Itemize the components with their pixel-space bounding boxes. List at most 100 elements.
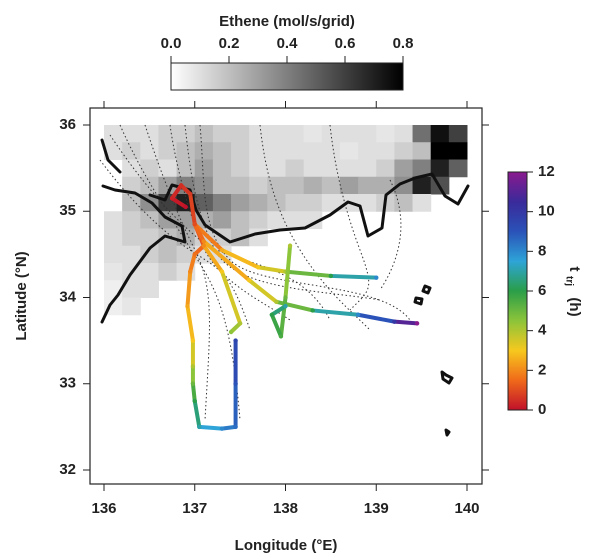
- emission-cell: [104, 142, 123, 160]
- y-tick-label: 32: [59, 461, 76, 478]
- emission-cell: [267, 194, 286, 212]
- track-point: [278, 334, 284, 339]
- emission-cell: [176, 228, 196, 247]
- emission-cell: [104, 228, 123, 247]
- trajectory: [144, 124, 210, 421]
- emission-cell: [321, 176, 341, 195]
- track-point: [328, 273, 334, 279]
- track-point: [190, 381, 196, 386]
- island: [413, 284, 454, 437]
- track-segment: [197, 424, 224, 431]
- emission-cell: [231, 211, 250, 229]
- emission-cell: [158, 263, 178, 281]
- track-segment: [247, 278, 279, 304]
- emission-cell: [285, 142, 305, 160]
- emission-cell: [448, 159, 468, 178]
- emission-cell: [339, 125, 359, 143]
- emission-cell: [212, 142, 232, 160]
- emission-cell: [321, 159, 341, 178]
- track-segment: [170, 196, 188, 209]
- track-point: [228, 329, 234, 335]
- track-segment: [274, 299, 315, 313]
- track-point: [274, 299, 279, 305]
- emission-cell: [249, 142, 268, 160]
- emission-cell: [122, 194, 141, 212]
- track-segment: [356, 312, 397, 324]
- emission-cell: [249, 176, 268, 195]
- emission-cell: [212, 125, 232, 143]
- emission-cell: [104, 263, 123, 281]
- emission-cell: [430, 142, 450, 160]
- x-axis-label: Longitude (°E): [235, 537, 338, 554]
- track-point: [355, 312, 361, 317]
- emission-cell: [231, 125, 250, 143]
- x-tick-label: 136: [91, 500, 116, 517]
- track-point: [247, 278, 252, 283]
- emission-cell: [267, 176, 286, 195]
- track-point: [283, 295, 288, 300]
- emission-cell: [104, 125, 123, 143]
- colorbar-tick-label: 0.6: [335, 35, 356, 52]
- emission-cell: [122, 125, 141, 143]
- emission-cell: [358, 142, 377, 160]
- track-segment: [201, 239, 252, 283]
- track-segment: [185, 269, 193, 309]
- trajectory: [379, 179, 402, 291]
- emission-cell: [122, 142, 141, 160]
- emission-cell: [122, 280, 141, 298]
- emission-cell: [285, 194, 305, 212]
- emission-cell: [140, 280, 159, 298]
- emission-cell: [140, 211, 159, 229]
- colorbar-tick-label: 0.0: [161, 35, 182, 52]
- x-tick-label: 137: [182, 500, 207, 517]
- emission-cell: [412, 125, 432, 143]
- y-tick-label: 34: [59, 288, 76, 305]
- emission-cell: [285, 211, 305, 229]
- emission-cell: [412, 159, 432, 178]
- track-segment: [392, 319, 420, 326]
- colorbar-title: Ethene (mol/s/grid): [219, 13, 355, 30]
- emission-cell: [376, 159, 395, 178]
- track-point: [233, 338, 238, 343]
- track-segment: [219, 269, 243, 326]
- track-point: [188, 269, 193, 274]
- emission-cell: [303, 159, 323, 178]
- emission-cell: [122, 211, 141, 229]
- track-point: [219, 269, 225, 274]
- track-segment: [269, 312, 283, 339]
- emission-cell: [194, 159, 214, 178]
- track-segment: [269, 304, 288, 317]
- emission-cell: [339, 159, 359, 178]
- emission-cell: [231, 194, 250, 212]
- colorbar-tick-label: 0: [538, 401, 546, 418]
- emission-cell: [303, 211, 323, 229]
- label-sub: trj: [563, 276, 574, 286]
- track-point: [197, 424, 202, 430]
- emission-cell: [267, 159, 286, 178]
- track-segment: [310, 308, 361, 317]
- label-unit: (h): [566, 297, 583, 316]
- emission-cell: [321, 194, 341, 212]
- x-tick-label: 139: [364, 500, 389, 517]
- emission-cell: [212, 194, 232, 212]
- colorbar-tick-label: 10: [538, 203, 555, 220]
- track-segment: [201, 243, 224, 274]
- track-point: [192, 398, 197, 404]
- emission-cell: [158, 176, 178, 195]
- colorbar-tick-label: 2: [538, 361, 546, 378]
- emission-cell: [104, 245, 123, 264]
- emission-cell: [104, 211, 123, 229]
- emission-cell: [321, 142, 341, 160]
- emission-colorbar: 0.0 0.2 0.4 0.6 0.8: [161, 35, 413, 91]
- emission-cell: [448, 142, 468, 160]
- y-axis-label: Latitude (°N): [13, 251, 30, 340]
- emission-cell: [176, 142, 196, 160]
- track-point: [374, 275, 379, 280]
- emission-cell: [412, 176, 432, 195]
- track-segment: [219, 248, 261, 270]
- colorbar-tick-label: 8: [538, 242, 546, 259]
- track-segment: [328, 273, 379, 280]
- track-point: [256, 265, 261, 270]
- colorbar-tick-label: 12: [538, 163, 555, 180]
